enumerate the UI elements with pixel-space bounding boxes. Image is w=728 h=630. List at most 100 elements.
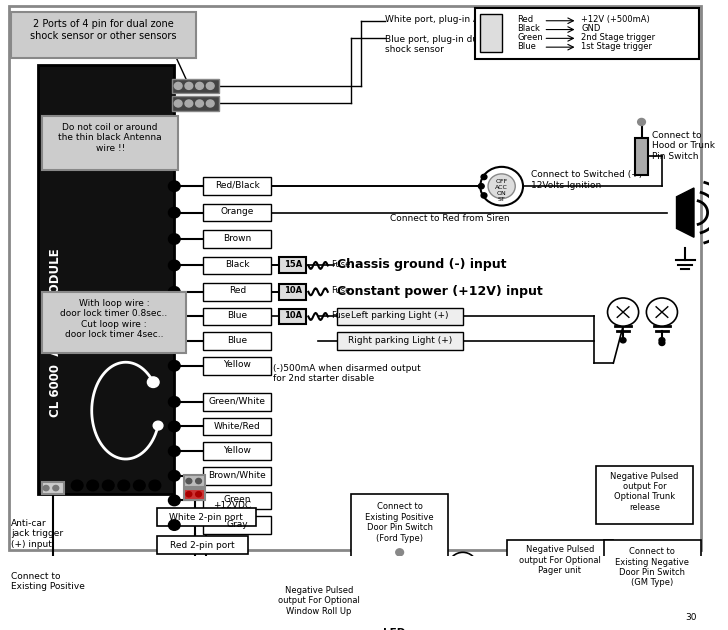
Text: Brown/White: Brown/White: [208, 471, 266, 479]
Text: Black: Black: [517, 24, 540, 33]
Text: Yellow: Yellow: [223, 446, 251, 455]
Circle shape: [659, 338, 665, 343]
Text: +12VDC
output: +12VDC output: [213, 501, 251, 520]
Text: Green: Green: [223, 495, 251, 504]
Text: With loop wire :
door lock timer 0.8sec..
Cut loop wire :
door lock timer 4sec..: With loop wire : door lock timer 0.8sec.…: [60, 299, 167, 339]
Text: Left parking Light (+): Left parking Light (+): [351, 311, 448, 320]
Text: 30: 30: [685, 613, 697, 622]
Circle shape: [71, 480, 83, 491]
Circle shape: [153, 421, 163, 430]
FancyBboxPatch shape: [42, 292, 186, 353]
Text: Red: Red: [517, 15, 534, 25]
FancyBboxPatch shape: [681, 609, 701, 626]
Circle shape: [103, 480, 114, 491]
Circle shape: [168, 446, 180, 456]
FancyBboxPatch shape: [173, 96, 219, 110]
Circle shape: [481, 175, 487, 180]
Text: 15A: 15A: [284, 260, 302, 269]
Circle shape: [659, 340, 665, 345]
Circle shape: [488, 174, 515, 198]
FancyBboxPatch shape: [39, 65, 174, 495]
Circle shape: [168, 311, 180, 322]
Circle shape: [185, 100, 193, 107]
Text: 1st Stage trigger: 1st Stage trigger: [582, 42, 652, 51]
Text: Do not coil or around
the thin black Antenna
wire !!: Do not coil or around the thin black Ant…: [58, 123, 162, 152]
Circle shape: [168, 396, 180, 407]
Circle shape: [168, 181, 180, 192]
Circle shape: [118, 480, 130, 491]
Text: Blue: Blue: [227, 311, 248, 320]
Text: Chassis ground (-) input: Chassis ground (-) input: [336, 258, 506, 272]
Text: (-)500mA when disarmed output
for 2nd starter disable: (-)500mA when disarmed output for 2nd st…: [274, 364, 421, 384]
FancyBboxPatch shape: [157, 508, 256, 526]
Circle shape: [168, 336, 180, 347]
FancyBboxPatch shape: [262, 580, 376, 628]
Text: Green: Green: [517, 33, 543, 42]
Text: Red/Black: Red/Black: [215, 181, 260, 190]
Text: Negative Pulsed
output For Optional
Window Roll Up: Negative Pulsed output For Optional Wind…: [278, 586, 360, 616]
FancyBboxPatch shape: [336, 307, 463, 325]
FancyBboxPatch shape: [173, 79, 219, 93]
Circle shape: [174, 83, 182, 89]
FancyBboxPatch shape: [203, 204, 272, 221]
Text: Blue: Blue: [517, 42, 536, 51]
Circle shape: [168, 287, 180, 297]
FancyBboxPatch shape: [596, 466, 693, 524]
Text: Blue port, plug-in dual zone
shock sensor: Blue port, plug-in dual zone shock senso…: [385, 35, 511, 54]
Text: 10A: 10A: [284, 311, 302, 320]
Text: Connect to Switched (+)
12Volts Ignition: Connect to Switched (+) 12Volts Ignition: [531, 170, 642, 190]
Text: Black: Black: [225, 260, 250, 269]
Text: +12V (+500mA): +12V (+500mA): [582, 15, 650, 25]
FancyBboxPatch shape: [42, 482, 63, 495]
Circle shape: [168, 495, 180, 506]
Text: Red 2-pin port: Red 2-pin port: [170, 541, 234, 550]
Circle shape: [196, 491, 202, 497]
Circle shape: [186, 478, 191, 484]
Text: Negative Pulsed
output For Optional
Pager unit: Negative Pulsed output For Optional Page…: [519, 546, 601, 575]
FancyBboxPatch shape: [157, 537, 248, 554]
Circle shape: [174, 100, 182, 107]
Circle shape: [646, 298, 678, 326]
FancyBboxPatch shape: [203, 418, 272, 435]
FancyBboxPatch shape: [203, 178, 272, 195]
Text: Fuse: Fuse: [331, 287, 350, 295]
FancyBboxPatch shape: [11, 12, 196, 58]
Circle shape: [608, 298, 638, 326]
FancyBboxPatch shape: [184, 489, 205, 500]
Text: GND: GND: [582, 24, 601, 33]
FancyBboxPatch shape: [203, 307, 272, 325]
Circle shape: [168, 520, 180, 530]
FancyBboxPatch shape: [604, 540, 701, 602]
Text: 10A: 10A: [284, 287, 302, 295]
Text: Negative Pulsed
output For
Optional Trunk
release: Negative Pulsed output For Optional Trun…: [610, 471, 678, 512]
FancyBboxPatch shape: [203, 357, 272, 375]
Circle shape: [133, 480, 145, 491]
Circle shape: [196, 83, 203, 89]
Circle shape: [206, 100, 214, 107]
Text: Connect to
Existing Positive
Door Pin Switch
(Ford Type): Connect to Existing Positive Door Pin Sw…: [365, 502, 434, 542]
Text: Connect to
Hood or Trunk
Pin Switch: Connect to Hood or Trunk Pin Switch: [652, 131, 715, 161]
FancyBboxPatch shape: [507, 540, 614, 588]
Circle shape: [481, 193, 487, 198]
Circle shape: [449, 553, 476, 577]
Circle shape: [149, 480, 161, 491]
Text: Blue: Blue: [227, 336, 248, 345]
Circle shape: [196, 478, 202, 484]
Circle shape: [147, 377, 159, 387]
FancyBboxPatch shape: [9, 6, 701, 550]
FancyBboxPatch shape: [635, 138, 649, 175]
Circle shape: [168, 471, 180, 481]
Circle shape: [168, 421, 180, 432]
Text: LED: LED: [383, 628, 405, 630]
Text: Connect to
Existing Positive: Connect to Existing Positive: [11, 571, 85, 591]
Circle shape: [638, 118, 646, 125]
Circle shape: [185, 83, 193, 89]
FancyBboxPatch shape: [203, 283, 272, 301]
Circle shape: [168, 360, 180, 371]
Text: White 2-pin port: White 2-pin port: [170, 513, 243, 522]
Text: Brown: Brown: [223, 234, 252, 243]
Circle shape: [396, 549, 403, 556]
FancyBboxPatch shape: [203, 467, 272, 484]
FancyBboxPatch shape: [351, 495, 448, 558]
FancyBboxPatch shape: [392, 564, 408, 591]
